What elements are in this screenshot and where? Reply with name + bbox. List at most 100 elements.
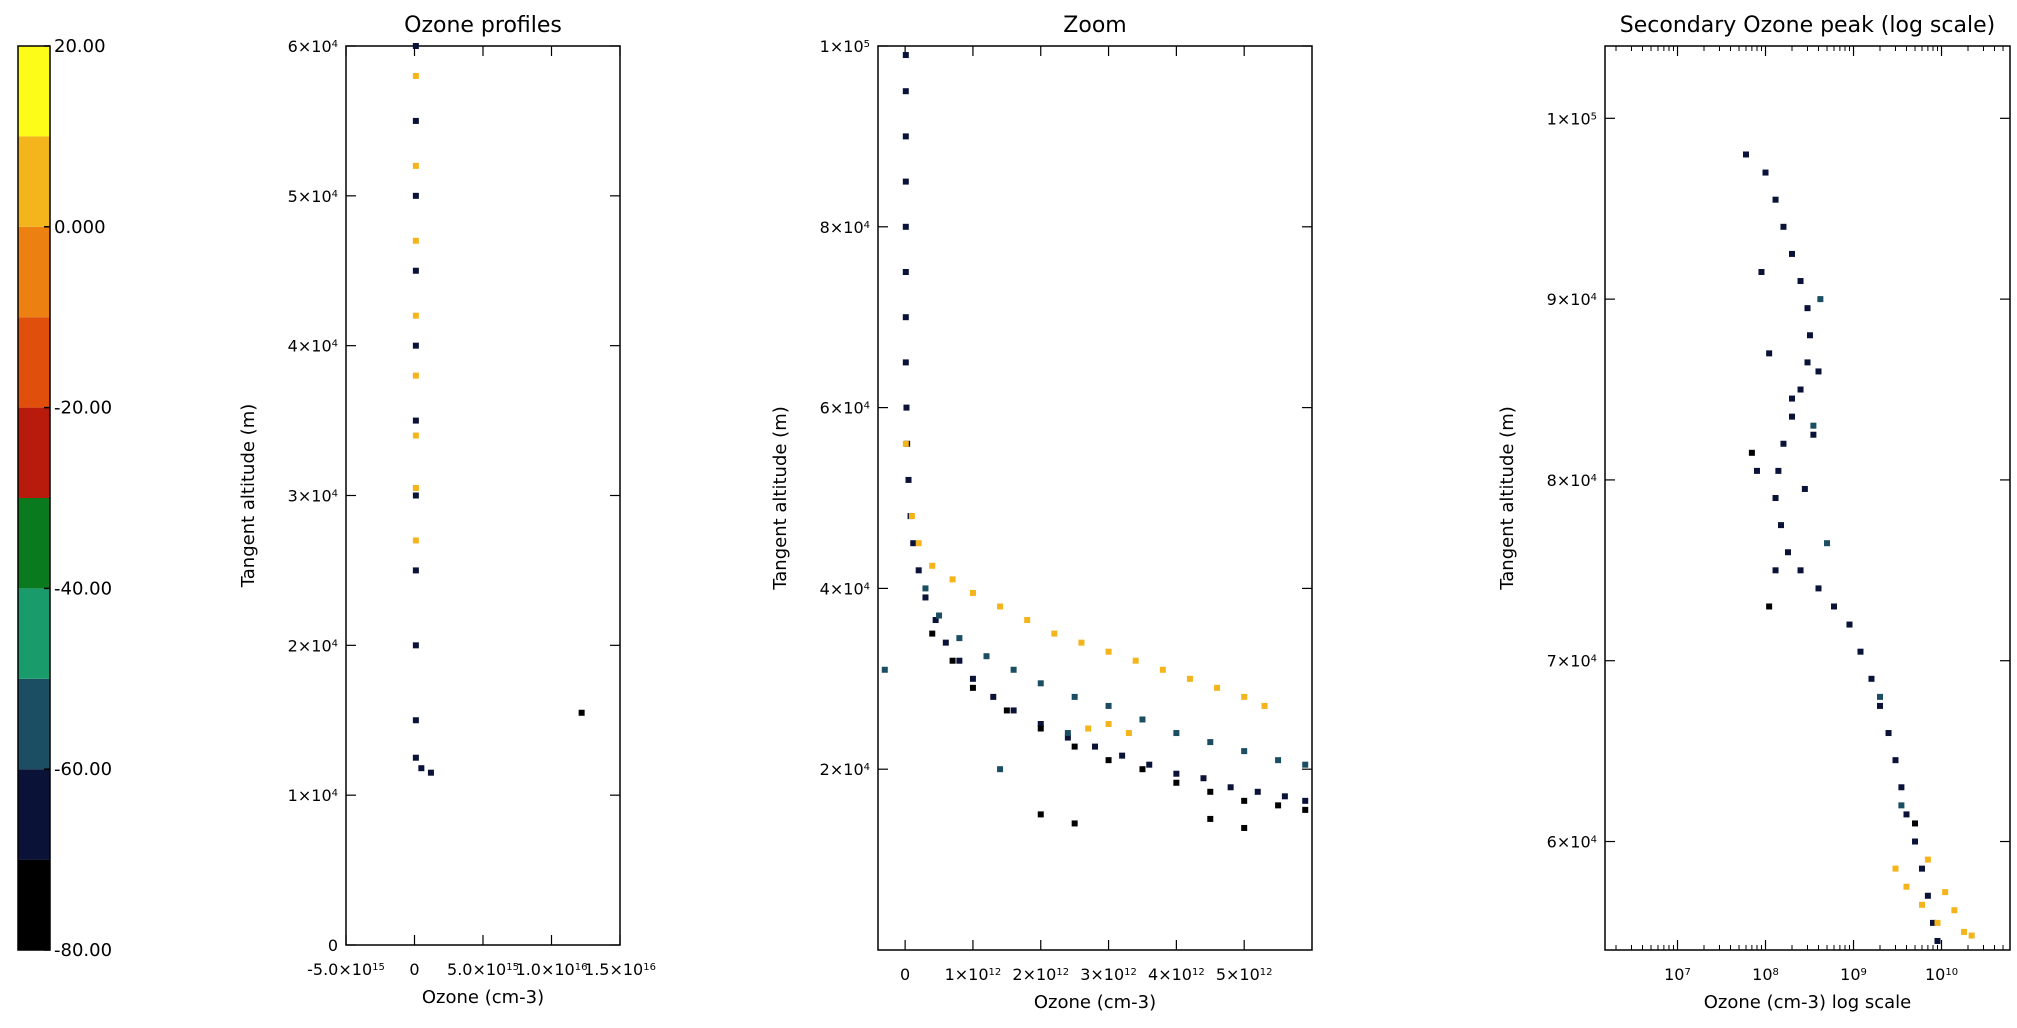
data-point [932, 617, 939, 624]
data-point [1918, 865, 1925, 872]
data-point [1877, 702, 1884, 709]
data-point [412, 342, 419, 349]
data-point [1037, 725, 1044, 732]
data-point [1037, 721, 1044, 727]
data-point [1934, 919, 1941, 926]
data-point [1227, 784, 1234, 791]
data-point [902, 52, 909, 59]
data-point [1010, 666, 1017, 673]
data-point [983, 653, 990, 660]
data-point [1119, 752, 1126, 759]
data-point [1105, 702, 1112, 709]
data-point [1173, 770, 1180, 777]
data-point [1159, 666, 1166, 673]
data-point [412, 312, 419, 319]
data-point [1105, 648, 1112, 655]
plot-title: Ozone profiles [404, 13, 562, 38]
colorbar-band [18, 859, 50, 950]
data-point [1960, 928, 1967, 935]
data-point [1261, 702, 1268, 709]
colorbar-tick-label: 0.000 [54, 217, 106, 238]
data-point [418, 765, 425, 772]
data-point [997, 603, 1004, 610]
data-point [1132, 657, 1139, 664]
data-point [1797, 386, 1804, 393]
colorbar-band [18, 317, 50, 408]
data-point [427, 769, 434, 776]
data-point [1139, 716, 1146, 723]
colorbar-band [18, 678, 50, 770]
plot-ozone-profiles: Ozone profiles -5.0×1015 0 5.0×10151.0×1016… [238, 13, 656, 1008]
data-point [969, 589, 976, 596]
x-tick-label: 1010 [1925, 965, 1958, 984]
colorbar-tick-label: -40.00 [54, 578, 112, 599]
data-point [1801, 485, 1808, 492]
data-point [412, 117, 419, 124]
data-point [1766, 603, 1773, 610]
data-point [1281, 793, 1288, 800]
data-point [1742, 151, 1749, 158]
colorbar-band [18, 226, 50, 318]
data-point [412, 192, 419, 199]
x-axis-label: Ozone (cm-3) [422, 987, 544, 1008]
colorbar-tick-label: -80.00 [54, 940, 112, 961]
data-point [1780, 440, 1787, 447]
data-point [1942, 889, 1949, 896]
data-point [915, 567, 922, 574]
x-tick-label: 4×1012 [1148, 965, 1205, 984]
data-point [1778, 522, 1785, 529]
data-point [412, 432, 419, 439]
data-point [412, 492, 419, 499]
data-point [1214, 684, 1221, 691]
data-point [1762, 169, 1769, 176]
data-point [902, 314, 909, 321]
colorbar-band [18, 136, 50, 227]
data-point [1302, 761, 1309, 768]
x-tick-label: 107 [1664, 965, 1691, 984]
y-tick-label: 2×104 [820, 760, 870, 779]
data-point [412, 72, 419, 79]
data-point [1037, 680, 1044, 687]
data-point [1302, 797, 1309, 804]
x-tick-label: 1×1012 [945, 965, 1002, 984]
data-point [905, 476, 912, 483]
x-tick-label: 108 [1752, 965, 1779, 984]
data-point [1857, 648, 1864, 655]
colorbar-frame [17, 45, 51, 951]
data-point [1092, 743, 1098, 750]
data-point [1918, 901, 1925, 908]
data-point [412, 417, 419, 424]
data-point [1868, 675, 1875, 682]
data-point [1797, 278, 1804, 285]
data-point [1275, 757, 1282, 764]
data-point [1898, 784, 1905, 791]
x-tick-label: 2×1012 [1012, 965, 1069, 984]
data-point [412, 537, 419, 544]
data-point [956, 657, 963, 664]
plot-frame [877, 45, 1313, 951]
data-point [1173, 730, 1180, 737]
y-tick-label: 1×105 [1547, 109, 1597, 128]
y-tick-label: 7×104 [1547, 652, 1597, 671]
x-tick-label: 109 [1840, 965, 1867, 984]
data-point [1051, 630, 1058, 637]
data-point [412, 567, 419, 574]
data-point [1775, 467, 1782, 474]
data-point [1924, 892, 1931, 899]
data-point [1924, 856, 1931, 863]
data-point [412, 642, 419, 649]
data-point [412, 754, 419, 761]
data-point [1071, 693, 1078, 700]
x-tick-label: 1.0×1016 [516, 960, 588, 979]
data-point [578, 709, 585, 716]
data-point [956, 635, 963, 642]
data-point [1186, 675, 1193, 682]
data-point [990, 693, 997, 700]
colorbar-band [18, 46, 50, 137]
data-point [1804, 305, 1811, 312]
data-point [1010, 707, 1017, 714]
x-tick-label: 3×1012 [1080, 965, 1137, 984]
data-point [1806, 332, 1813, 339]
colorbar-band [18, 407, 50, 498]
data-point [1912, 820, 1919, 827]
